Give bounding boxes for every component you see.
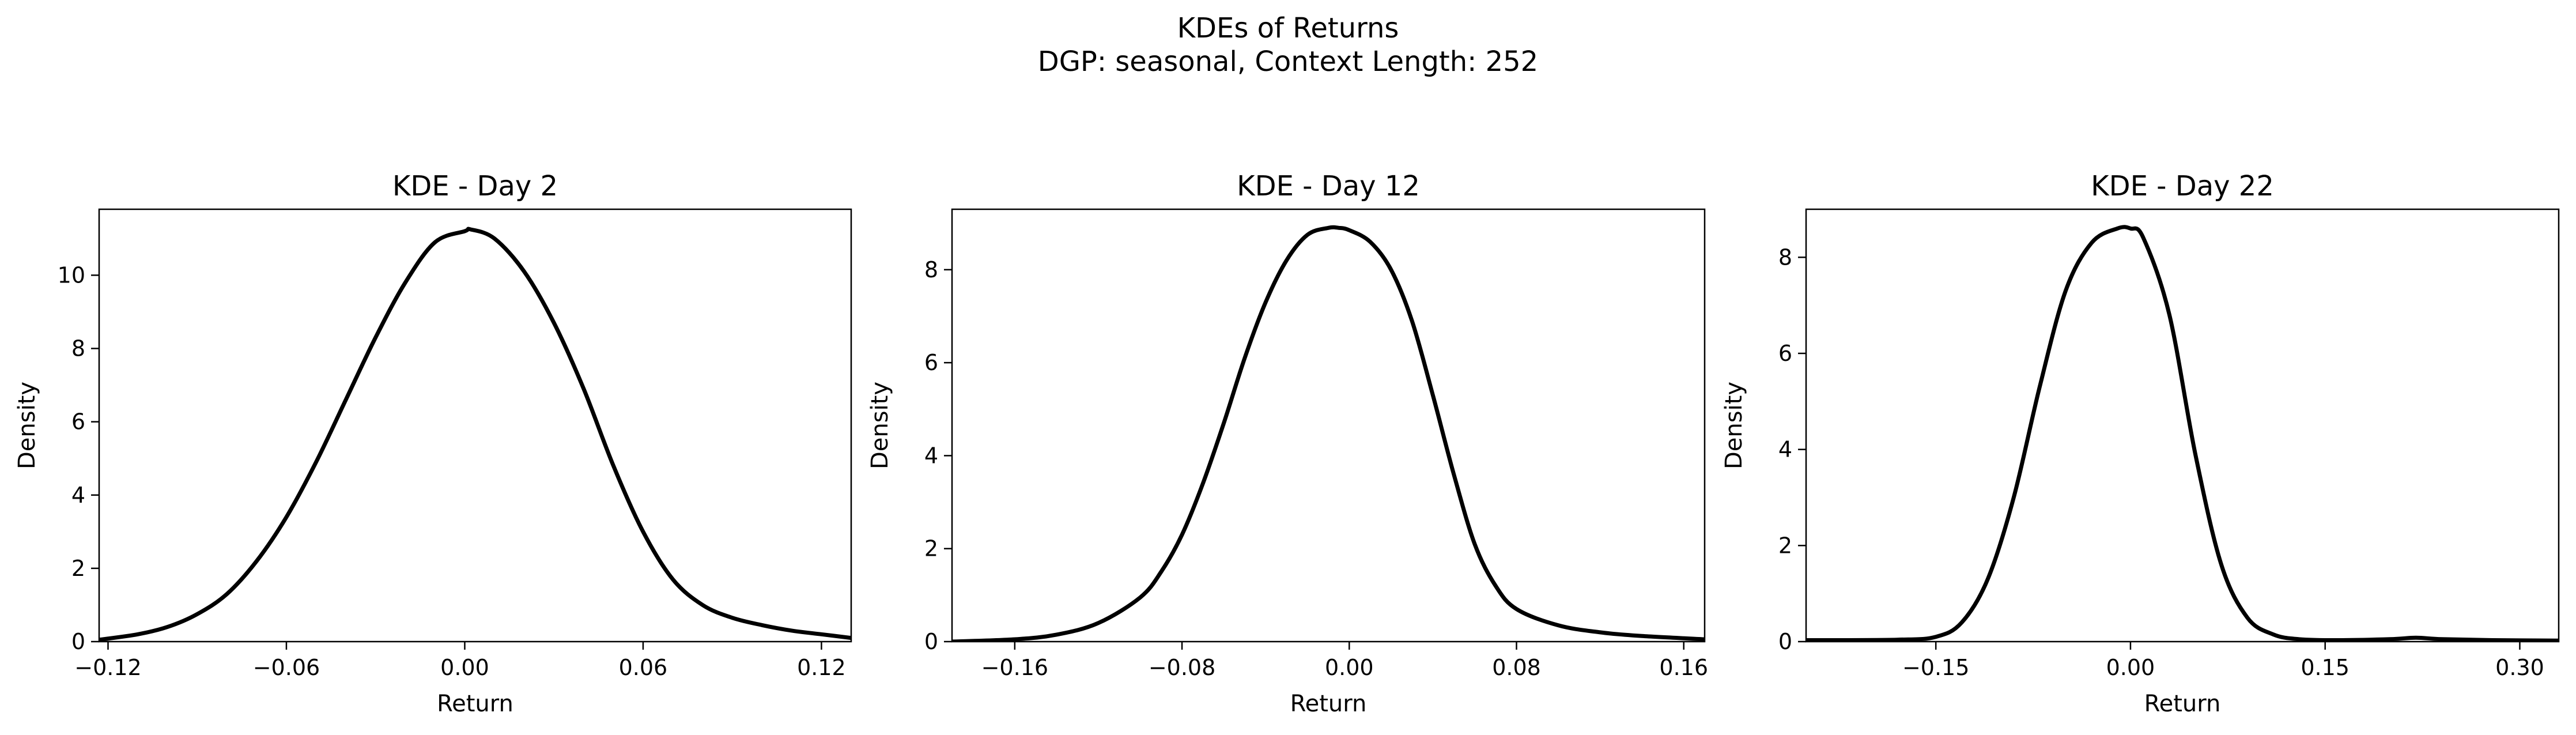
y-tick-label: 2 — [924, 536, 938, 561]
y-tick-label: 6 — [1778, 341, 1792, 366]
x-tick-label: −0.12 — [74, 655, 141, 680]
subplot-2: −0.16 −0.08 0.00 0.08 0.16 0 2 4 6 8 KDE - Day 12 R… — [867, 170, 1708, 717]
y-tick-label: 4 — [1778, 437, 1792, 462]
y-tick-label: 4 — [71, 483, 85, 508]
y-tick-label: 6 — [924, 350, 938, 375]
axes-frame — [98, 208, 852, 643]
y-axis-label: Density — [1721, 382, 1747, 469]
y-tick-label: 8 — [1778, 244, 1792, 270]
subplot-1: −0.12 −0.06 0.00 0.06 0.12 0 2 4 6 8 10 KDE - Day 2… — [14, 170, 852, 717]
kde-line — [99, 227, 851, 642]
y-tick-label: 0 — [1778, 629, 1792, 654]
x-tick-label: 0.08 — [1492, 655, 1541, 680]
kde-line — [952, 225, 1705, 642]
figure-title: KDEs of Returns — [1177, 12, 1399, 44]
x-axis-label: Return — [1290, 691, 1367, 717]
y-tick-label: 8 — [71, 336, 85, 361]
x-tick-label: −0.15 — [1902, 655, 1969, 680]
y-tick-label: 0 — [71, 629, 85, 654]
x-tick-label: −0.16 — [981, 655, 1048, 680]
x-axis-label: Return — [437, 691, 513, 717]
x-tick-label: 0.00 — [2106, 655, 2155, 680]
x-tick-label: 0.06 — [619, 655, 668, 680]
y-tick-label: 2 — [71, 556, 85, 581]
subplot-3: −0.15 0.00 0.15 0.30 0 2 4 6 8 KDE - Day 22 Return… — [1721, 170, 2560, 717]
y-tick-label: 8 — [924, 257, 938, 282]
y-axis-label: Density — [14, 382, 40, 469]
subplot-title: KDE - Day 12 — [1237, 170, 1420, 202]
axes-frame — [1805, 208, 2560, 643]
x-tick-label: −0.08 — [1149, 655, 1215, 680]
y-tick-label: 2 — [1778, 533, 1792, 558]
subplot-title: KDE - Day 2 — [392, 170, 558, 202]
subplot-title: KDE - Day 22 — [2091, 170, 2274, 202]
x-tick-label: −0.06 — [253, 655, 320, 680]
subplot-panels: −0.12 −0.06 0.00 0.06 0.12 0 2 4 6 8 10 KDE - Day 2… — [14, 170, 2560, 717]
y-tick-label: 4 — [924, 443, 938, 468]
y-tick-label: 6 — [71, 409, 85, 435]
y-tick-label: 10 — [58, 262, 85, 288]
x-tick-label: 0.00 — [440, 655, 489, 680]
x-tick-label: 0.30 — [2495, 655, 2544, 680]
x-tick-label: 0.15 — [2301, 655, 2350, 680]
axes-frame — [951, 208, 1706, 643]
x-axis-label: Return — [2144, 691, 2221, 717]
x-tick-label: 0.00 — [1325, 655, 1374, 680]
x-tick-label: 0.12 — [797, 655, 846, 680]
figure-subtitle: DGP: seasonal, Context Length: 252 — [1038, 46, 1538, 78]
x-tick-label: 0.16 — [1659, 655, 1708, 680]
kde-line — [1806, 225, 2559, 642]
y-tick-label: 0 — [924, 629, 938, 654]
y-axis-label: Density — [867, 382, 893, 469]
